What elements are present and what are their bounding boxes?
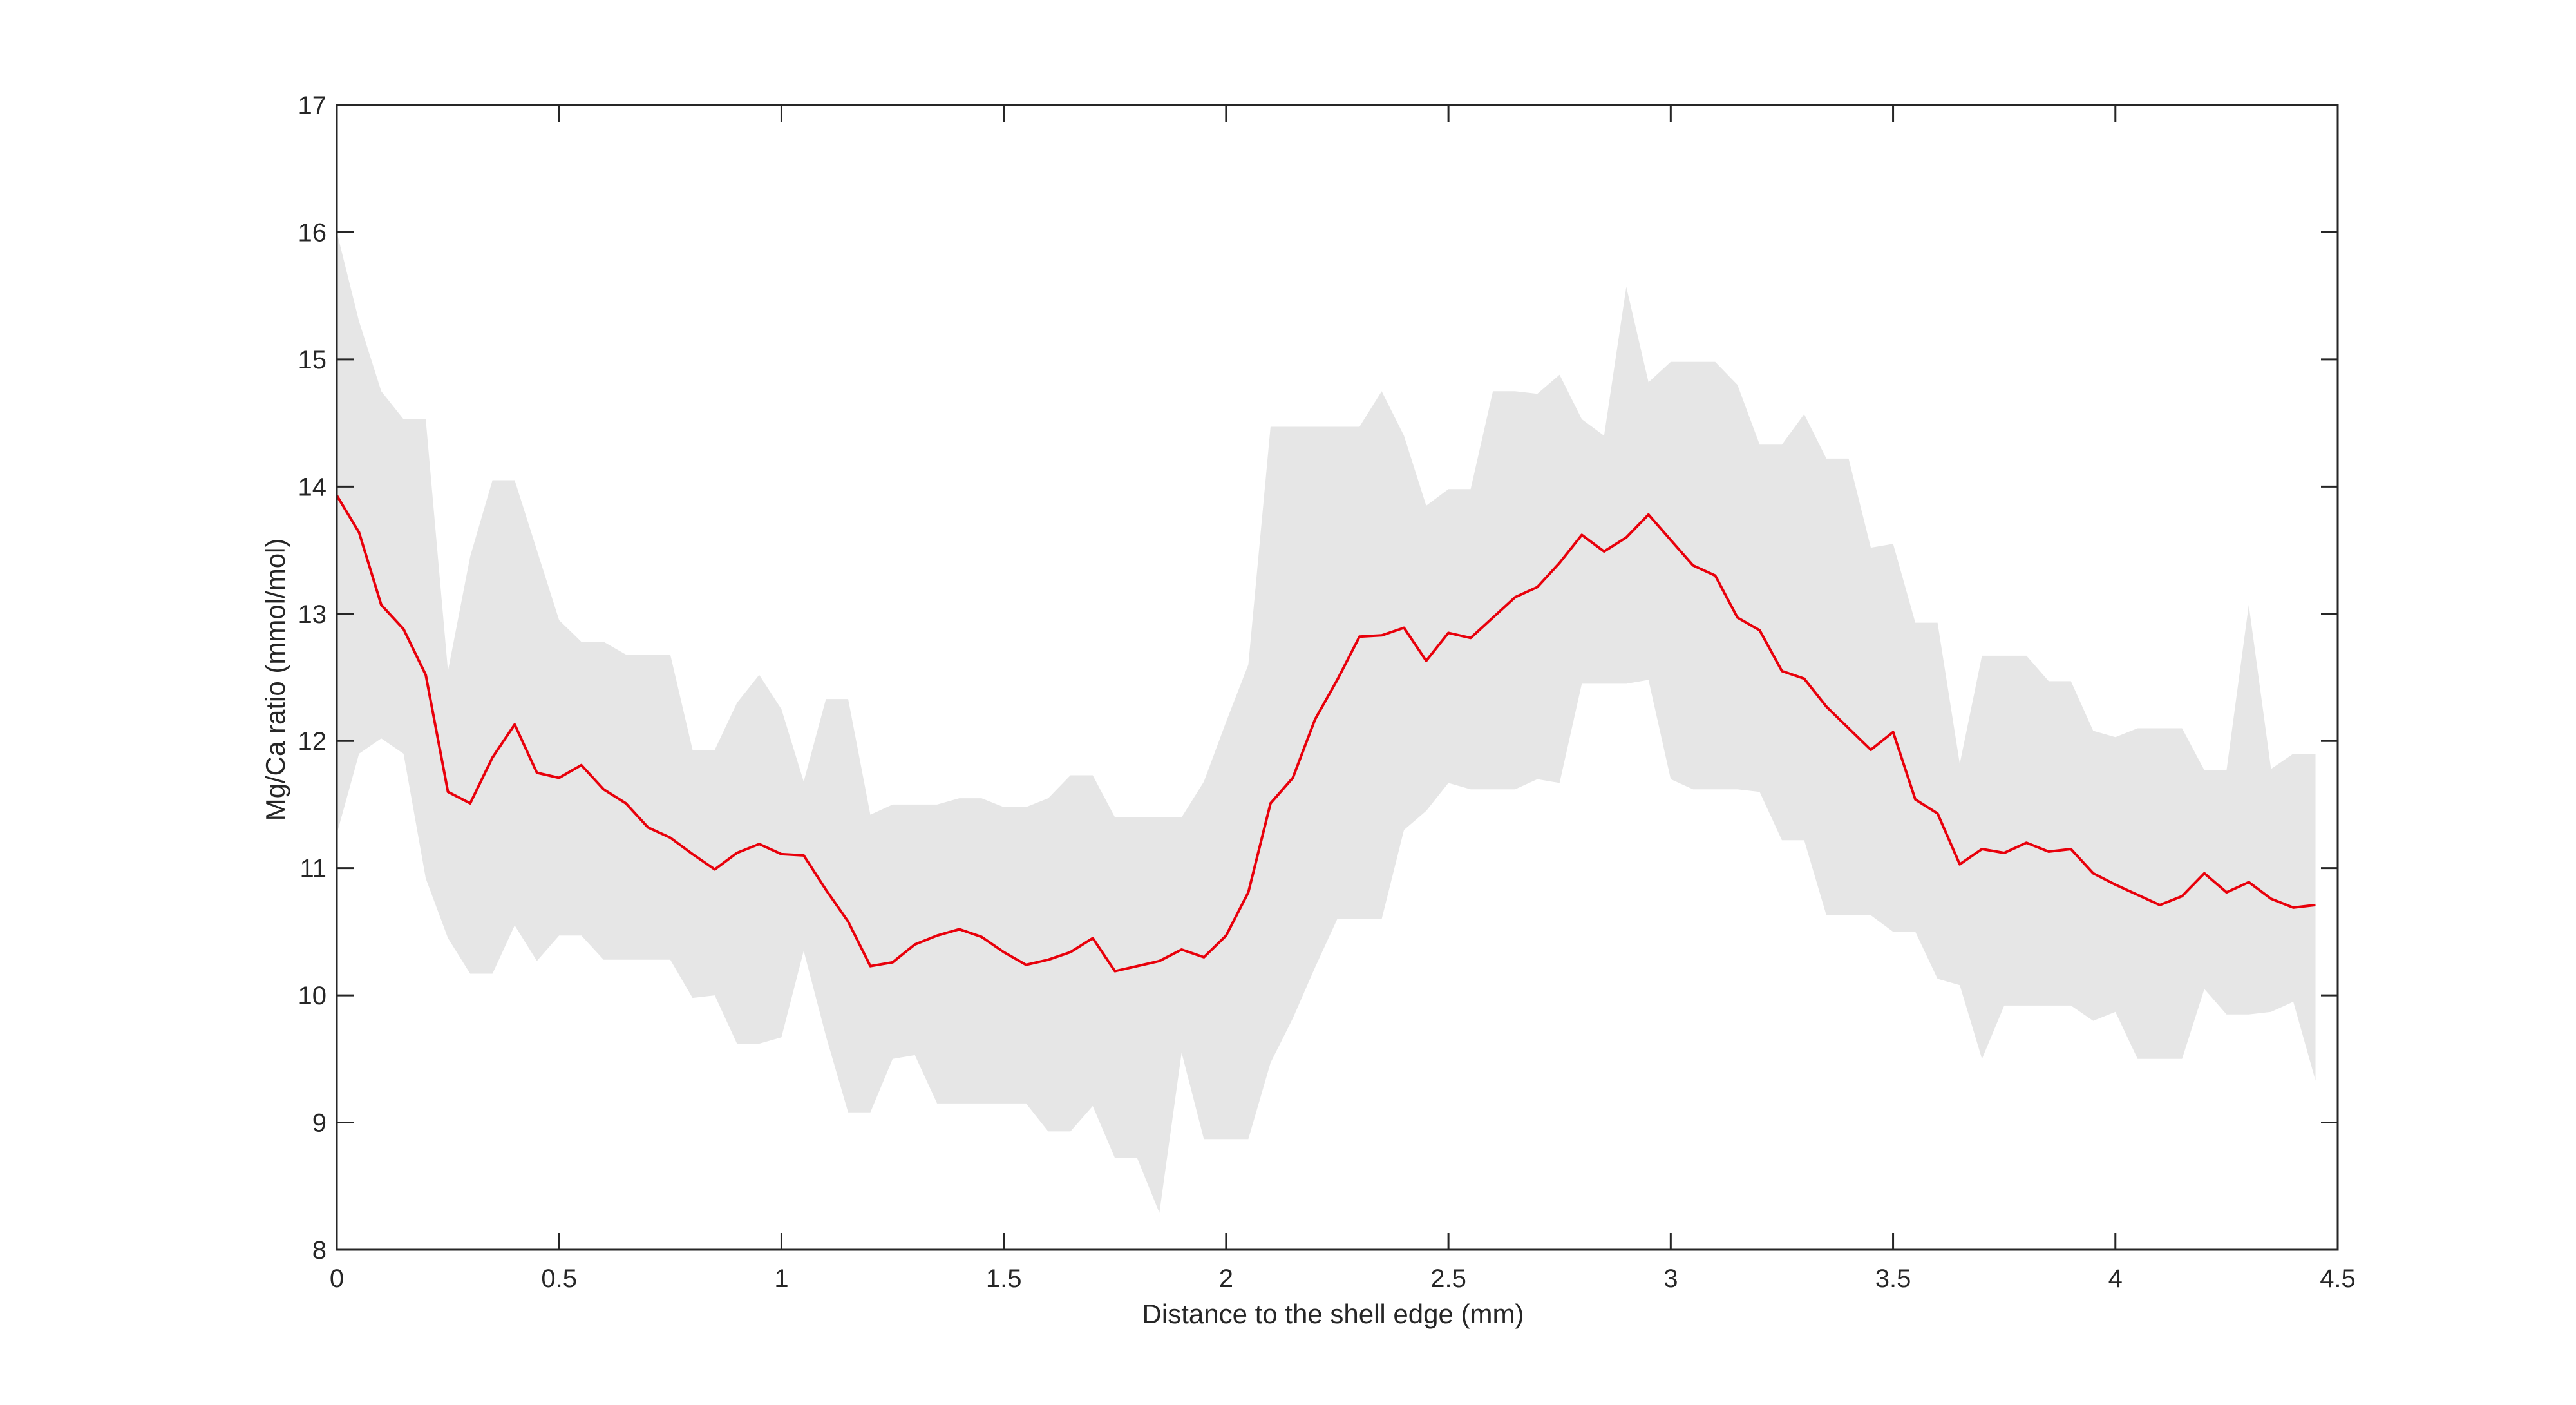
y-axis-label: Mg/Ca ratio (mmol/mol) (260, 539, 290, 821)
x-tick-label: 2.5 (1430, 1265, 1466, 1293)
y-tick-label: 17 (298, 91, 327, 120)
x-tick-label: 4 (2108, 1265, 2123, 1293)
y-tick-label: 13 (298, 600, 327, 629)
x-tick-label: 0.5 (541, 1265, 577, 1293)
x-tick-label: 3 (1663, 1265, 1678, 1293)
x-tick-label: 4.5 (2320, 1265, 2356, 1293)
y-tick-label: 11 (299, 855, 327, 883)
y-tick-label: 14 (298, 473, 327, 501)
x-tick-label: 3.5 (1875, 1265, 1911, 1293)
y-tick-label: 10 (298, 982, 327, 1010)
y-tick-label: 8 (312, 1236, 327, 1265)
x-tick-label: 2 (1219, 1265, 1233, 1293)
x-tick-label: 0 (330, 1265, 344, 1293)
x-axis-label: Distance to the shell edge (mm) (1142, 1299, 1524, 1329)
y-tick-label: 12 (298, 727, 327, 756)
y-tick-label: 15 (298, 346, 327, 374)
x-tick-label: 1.5 (986, 1265, 1022, 1293)
x-tick-label: 1 (774, 1265, 788, 1293)
y-tick-label: 9 (312, 1109, 327, 1138)
y-tick-label: 16 (298, 218, 327, 247)
